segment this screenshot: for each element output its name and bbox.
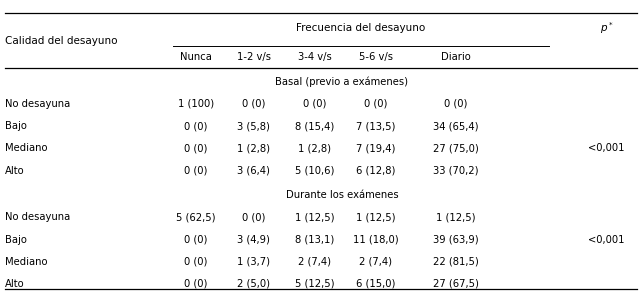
Text: 6 (15,0): 6 (15,0) bbox=[356, 279, 395, 289]
Text: 5 (62,5): 5 (62,5) bbox=[176, 212, 216, 222]
Text: 8 (13,1): 8 (13,1) bbox=[295, 235, 334, 245]
Text: 1-2 v/s: 1-2 v/s bbox=[237, 52, 270, 62]
Text: 0 (0): 0 (0) bbox=[444, 99, 467, 109]
Text: 7 (19,4): 7 (19,4) bbox=[356, 143, 395, 153]
Text: 0 (0): 0 (0) bbox=[184, 165, 207, 176]
Text: 1 (12,5): 1 (12,5) bbox=[356, 212, 395, 222]
Text: Alto: Alto bbox=[5, 165, 25, 176]
Text: Bajo: Bajo bbox=[5, 121, 27, 131]
Text: 27 (67,5): 27 (67,5) bbox=[433, 279, 479, 289]
Text: No desayuna: No desayuna bbox=[5, 99, 71, 109]
Text: Alto: Alto bbox=[5, 279, 25, 289]
Text: 5 (10,6): 5 (10,6) bbox=[295, 165, 334, 176]
Text: 0 (0): 0 (0) bbox=[364, 99, 387, 109]
Text: 2 (7,4): 2 (7,4) bbox=[298, 257, 331, 267]
Text: 5 (12,5): 5 (12,5) bbox=[295, 279, 334, 289]
Text: 2 (5,0): 2 (5,0) bbox=[237, 279, 270, 289]
Text: Nunca: Nunca bbox=[180, 52, 212, 62]
Text: Bajo: Bajo bbox=[5, 235, 27, 245]
Text: 1 (2,8): 1 (2,8) bbox=[237, 143, 270, 153]
Text: 7 (13,5): 7 (13,5) bbox=[356, 121, 395, 131]
Text: <0,001: <0,001 bbox=[589, 143, 625, 153]
Text: 6 (12,8): 6 (12,8) bbox=[356, 165, 395, 176]
Text: 5-6 v/s: 5-6 v/s bbox=[359, 52, 392, 62]
Text: 0 (0): 0 (0) bbox=[184, 235, 207, 245]
Text: Durante los exámenes: Durante los exámenes bbox=[286, 190, 398, 200]
Text: 1 (3,7): 1 (3,7) bbox=[237, 257, 270, 267]
Text: 11 (18,0): 11 (18,0) bbox=[352, 235, 399, 245]
Text: 0 (0): 0 (0) bbox=[303, 99, 326, 109]
Text: 34 (65,4): 34 (65,4) bbox=[433, 121, 478, 131]
Text: Calidad del desayuno: Calidad del desayuno bbox=[5, 36, 117, 45]
Text: 3 (6,4): 3 (6,4) bbox=[237, 165, 270, 176]
Text: 0 (0): 0 (0) bbox=[184, 279, 207, 289]
Text: 8 (15,4): 8 (15,4) bbox=[295, 121, 334, 131]
Text: 0 (0): 0 (0) bbox=[242, 99, 265, 109]
Text: Frecuencia del desayuno: Frecuencia del desayuno bbox=[297, 23, 426, 33]
Text: 0 (0): 0 (0) bbox=[184, 257, 207, 267]
Text: 33 (70,2): 33 (70,2) bbox=[433, 165, 478, 176]
Text: 27 (75,0): 27 (75,0) bbox=[433, 143, 479, 153]
Text: 22 (81,5): 22 (81,5) bbox=[433, 257, 479, 267]
Text: 2 (7,4): 2 (7,4) bbox=[359, 257, 392, 267]
Text: <0,001: <0,001 bbox=[589, 235, 625, 245]
Text: Mediano: Mediano bbox=[5, 143, 48, 153]
Text: $p^*$: $p^*$ bbox=[600, 20, 614, 36]
Text: 0 (0): 0 (0) bbox=[242, 212, 265, 222]
Text: Mediano: Mediano bbox=[5, 257, 48, 267]
Text: 0 (0): 0 (0) bbox=[184, 121, 207, 131]
Text: No desayuna: No desayuna bbox=[5, 212, 71, 222]
Text: Basal (previo a exámenes): Basal (previo a exámenes) bbox=[275, 76, 408, 87]
Text: 39 (63,9): 39 (63,9) bbox=[433, 235, 479, 245]
Text: 1 (12,5): 1 (12,5) bbox=[436, 212, 476, 222]
Text: Diario: Diario bbox=[441, 52, 471, 62]
Text: 0 (0): 0 (0) bbox=[184, 143, 207, 153]
Text: 3 (5,8): 3 (5,8) bbox=[237, 121, 270, 131]
Text: 1 (100): 1 (100) bbox=[178, 99, 214, 109]
Text: 1 (12,5): 1 (12,5) bbox=[295, 212, 334, 222]
Text: 3-4 v/s: 3-4 v/s bbox=[298, 52, 331, 62]
Text: 3 (4,9): 3 (4,9) bbox=[237, 235, 270, 245]
Text: 1 (2,8): 1 (2,8) bbox=[298, 143, 331, 153]
